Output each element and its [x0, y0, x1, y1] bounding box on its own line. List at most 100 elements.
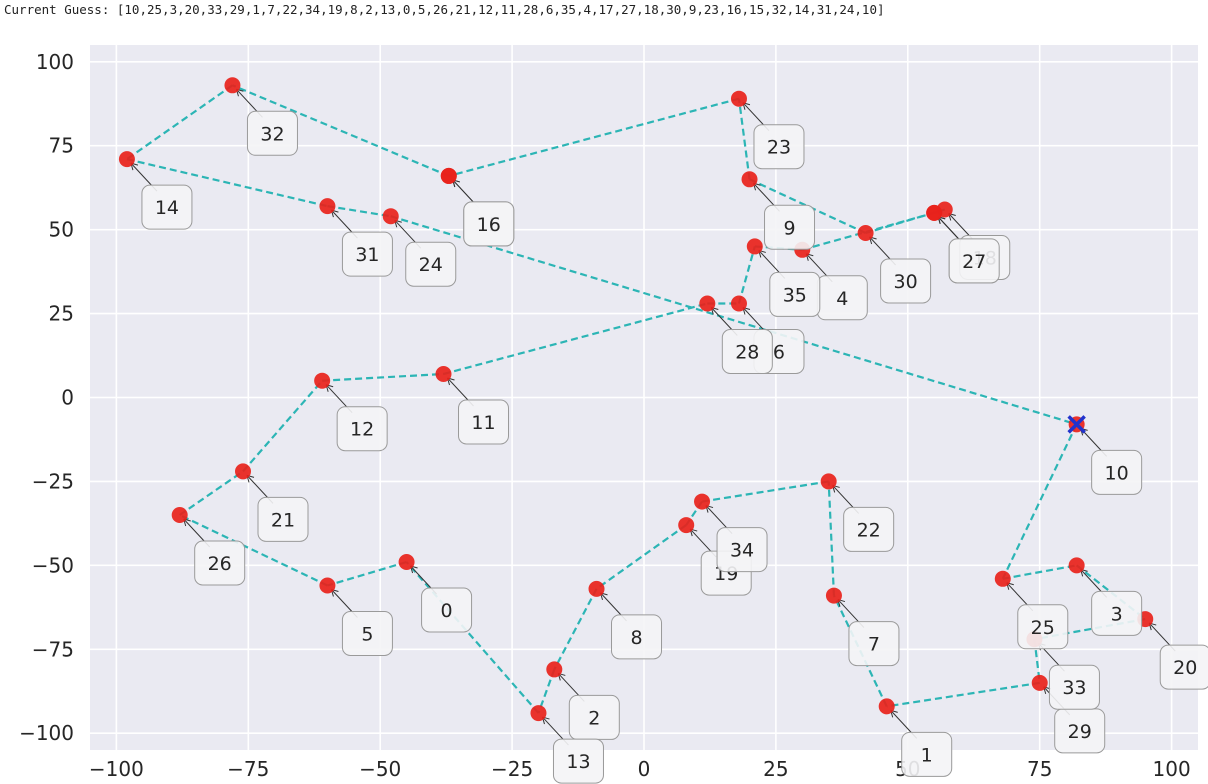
city-point [319, 198, 336, 215]
label-box [1159, 644, 1208, 690]
city-label: 21 [271, 509, 295, 531]
x-tick-label: 25 [763, 757, 788, 781]
path-segment [390, 215, 1077, 426]
x-tick-label: −100 [89, 757, 144, 781]
city-label: 7 [868, 634, 880, 656]
city-label: 13 [566, 751, 590, 773]
city-label: 35 [783, 284, 807, 306]
city-label: 20 [1173, 657, 1197, 679]
path-segment [405, 561, 540, 714]
y-tick-label: −75 [32, 637, 74, 661]
city-point [382, 208, 399, 225]
y-tick-label: −100 [19, 721, 74, 745]
path-segment [737, 98, 751, 180]
city-label: 12 [350, 419, 374, 441]
y-tick-label: −50 [32, 553, 74, 577]
axis-ticks: −100−75−50−2502550751001007550250−25−50−… [19, 50, 1191, 781]
label-box [753, 124, 805, 170]
x-tick-label: 100 [1153, 757, 1191, 781]
city-label: 27 [962, 251, 986, 273]
label-box [463, 201, 515, 247]
label-box [611, 614, 663, 660]
path-segment [179, 514, 328, 587]
path-segment [179, 470, 244, 516]
city-point [546, 661, 563, 678]
x-tick-label: 0 [638, 757, 651, 781]
city-label: 8 [630, 627, 642, 649]
label-box [421, 587, 473, 633]
city-point [398, 554, 415, 570]
city-point [994, 570, 1011, 587]
city-point [530, 705, 547, 722]
label-box [948, 238, 1000, 284]
label-box [1091, 449, 1143, 495]
city-point [1068, 557, 1085, 574]
path-segment [322, 372, 444, 382]
city-label: 22 [857, 519, 881, 541]
city-label: 29 [1068, 721, 1092, 743]
city-point [435, 366, 452, 382]
city-label: 9 [783, 217, 795, 239]
city-label: 5 [361, 624, 373, 646]
label-box [194, 540, 246, 586]
y-tick-label: 75 [49, 134, 74, 158]
path-segment [242, 379, 323, 473]
y-tick-label: 100 [36, 50, 74, 74]
city-labels: 0123456789101112131415161718192021222324… [141, 110, 1208, 784]
city-point [825, 587, 842, 604]
city-label: 34 [730, 540, 754, 562]
city-points [118, 77, 1154, 722]
path-segment [553, 588, 598, 670]
label-box [721, 329, 773, 374]
city-point [314, 372, 331, 389]
city-label: 1 [921, 744, 933, 766]
city-point [730, 90, 747, 107]
city-point [118, 151, 135, 168]
city-label: 10 [1105, 462, 1129, 484]
city-point [730, 295, 747, 312]
city-label: 3 [1111, 603, 1123, 625]
current-guess-text: Current Guess: [10,25,3,20,33,29,1,7,22,… [4, 2, 885, 17]
city-point [224, 77, 241, 94]
path-segment [232, 84, 450, 177]
city-point [171, 507, 188, 523]
city-point [741, 171, 758, 188]
city-label: 28 [735, 342, 759, 364]
city-point [588, 580, 605, 597]
city-label: 23 [767, 137, 791, 159]
label-box [1048, 664, 1100, 710]
city-label: 16 [477, 214, 501, 236]
label-box [1091, 590, 1143, 636]
label-box [880, 258, 932, 304]
city-point [1031, 674, 1048, 691]
city-label: 26 [208, 553, 232, 575]
city-label: 24 [419, 254, 443, 276]
path-segment [1002, 564, 1077, 580]
x-tick-label: −75 [227, 757, 269, 781]
label-box [246, 110, 298, 156]
y-tick-label: 50 [49, 218, 74, 242]
path-segment [327, 560, 407, 587]
start-marker [1067, 415, 1086, 434]
y-tick-label: −25 [32, 469, 74, 493]
city-point [678, 517, 695, 534]
city-label: 32 [260, 123, 284, 145]
city-point [926, 204, 943, 221]
label-box [336, 406, 388, 452]
city-label: 30 [894, 271, 918, 293]
y-tick-label: 25 [49, 302, 74, 326]
city-point [319, 577, 336, 594]
city-label: 0 [441, 600, 453, 622]
label-box [901, 731, 953, 777]
path-segment [886, 681, 1040, 708]
x-tick-label: −50 [359, 757, 401, 781]
city-point [235, 463, 252, 480]
label-box [141, 184, 193, 230]
x-tick-label: −25 [491, 757, 533, 781]
city-point [699, 295, 716, 312]
city-label: 4 [836, 288, 848, 310]
label-box [843, 506, 895, 552]
city-label: 33 [1062, 677, 1086, 699]
city-point [857, 225, 874, 241]
label-box [458, 399, 510, 445]
